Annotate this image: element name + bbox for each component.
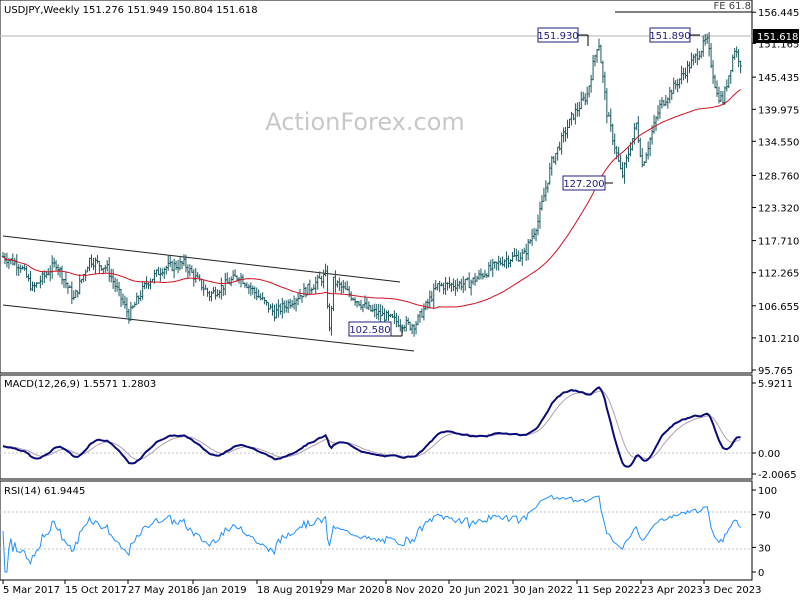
- price-axis: 156.445 151.165 145.435 139.975 134.550 128.7…: [752, 8, 799, 377]
- annotation-151930: 151.930: [537, 27, 589, 46]
- price-tick-label: 128.760: [758, 171, 799, 182]
- rsi-tick-label: 70: [758, 511, 771, 522]
- annotation-151890-box: [649, 27, 691, 43]
- rsi-title: RSI(14) 61.9445: [4, 486, 85, 497]
- macd-line: [2, 386, 741, 468]
- annotation-151930-label: 151.930: [537, 31, 578, 42]
- price-tick-label: 95.765: [758, 366, 793, 377]
- price-tick-label: 123.320: [758, 204, 799, 215]
- annotation-127200: 127.200: [562, 175, 613, 191]
- time-tick-label: 29 Mar 2020: [321, 585, 384, 596]
- time-axis: 5 Mar 2017 15 Oct 2017 27 May 2018 6 Jan 20…: [2, 580, 762, 596]
- rsi-tick-label: 100: [758, 486, 777, 497]
- price-tick-label: 151.165: [758, 39, 799, 50]
- rsi-axis: 100 70 30 0: [752, 486, 777, 579]
- time-tick-label: 6 Jan 2019: [193, 585, 247, 596]
- rsi-tick-label: 30: [758, 543, 771, 554]
- time-tick-label: 3 Dec 2023: [704, 585, 762, 596]
- watermark: ActionForex.com: [265, 108, 465, 136]
- price-panel-frame: [0, 0, 753, 374]
- current-price-text: 151.618: [757, 32, 798, 43]
- time-tick-label: 23 Apr 2023: [641, 585, 703, 596]
- annotation-102580-label: 102.580: [349, 325, 390, 336]
- chart-title: USDJPY,Weekly 151.276 151.949 150.804 15…: [4, 5, 258, 16]
- annotation-151930-box: [537, 27, 579, 43]
- fe-label: FE 61.8: [713, 1, 751, 12]
- macd-title: MACD(12,26,9) 1.5571 1.2803: [4, 379, 156, 390]
- price-tick-label: 101.210: [758, 334, 799, 345]
- price-tick-label: 145.435: [758, 73, 799, 84]
- macd-tick-label: 5.9211: [758, 379, 793, 390]
- macd-panel-frame: [0, 374, 753, 480]
- time-tick-label: 5 Mar 2017: [3, 585, 60, 596]
- macd-axis: 5.9211 0.00 -2.0065: [752, 379, 797, 481]
- annotation-127200-label: 127.200: [563, 179, 604, 190]
- time-tick-label: 8 Nov 2020: [386, 585, 444, 596]
- time-tick-label: 11 Sep 2022: [577, 585, 640, 596]
- channel-upper-line: [2, 235, 401, 283]
- time-tick-label: 18 Aug 2019: [257, 585, 321, 596]
- rsi-panel-frame: [0, 480, 753, 581]
- price-tick-label: 112.265: [758, 269, 799, 280]
- annotation-102580: 102.580: [348, 321, 403, 337]
- annotation-102580-box: [348, 321, 392, 337]
- macd-signal-line: [2, 390, 741, 461]
- rsi-tick-label: 0: [758, 568, 764, 579]
- annotation-151890: 151.890: [649, 27, 700, 43]
- time-tick-label: 15 Oct 2017: [65, 585, 127, 596]
- channel-lower-line: [2, 304, 415, 352]
- macd-tick-label: 0.00: [758, 449, 780, 460]
- price-bars: [1, 31, 742, 337]
- rsi-line: [2, 494, 741, 573]
- annotation-127200-box: [562, 175, 606, 191]
- price-tick-label: 117.710: [758, 237, 799, 248]
- price-tick-label: 134.550: [758, 137, 799, 148]
- price-tick-label: 156.445: [758, 8, 799, 19]
- price-tick-label: 106.655: [758, 302, 799, 313]
- price-tick-label: 139.975: [758, 105, 799, 116]
- time-tick-label: 27 May 2018: [128, 585, 193, 596]
- macd-tick-label: -2.0065: [758, 470, 797, 481]
- time-tick-label: 30 Jan 2022: [513, 585, 573, 596]
- moving-average-line: [2, 89, 741, 309]
- annotation-151890-label: 151.890: [649, 31, 690, 42]
- current-price-badge: [753, 29, 799, 43]
- time-tick-label: 20 Jun 2021: [449, 585, 509, 596]
